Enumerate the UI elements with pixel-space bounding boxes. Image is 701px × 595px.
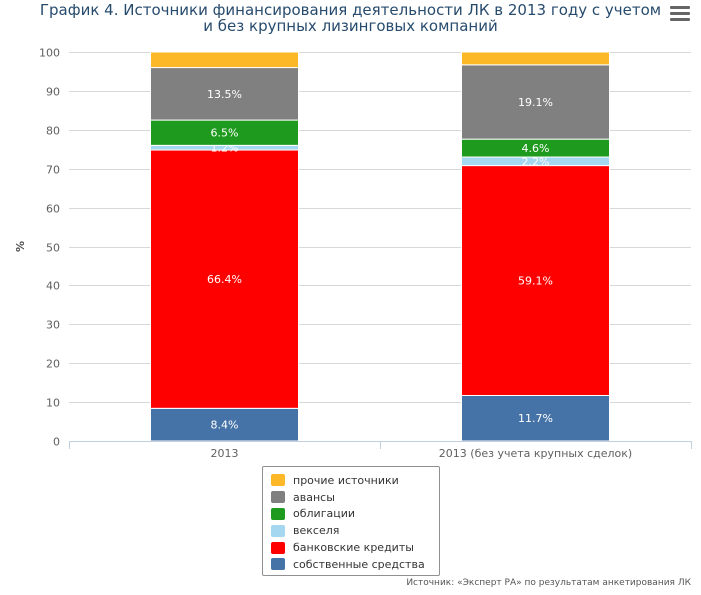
bars: 8.4%66.4%1.2%6.5%13.5%11.7%59.1%2.2%4.6%… <box>150 51 610 442</box>
legend-item[interactable]: банковские кредиты <box>271 539 431 556</box>
bar-segment[interactable] <box>150 51 299 69</box>
legend-item[interactable]: векселя <box>271 522 431 539</box>
legend-label: облигации <box>293 507 355 521</box>
source-note: Источник: «Эксперт РА» по результатам ан… <box>406 578 691 588</box>
x-tick-label: 2013 <box>211 447 239 460</box>
legend-item[interactable]: авансы <box>271 489 431 506</box>
legend-swatch <box>271 491 285 504</box>
legend: прочие источники авансы облигации векселя ба… <box>262 466 440 576</box>
legend-item[interactable]: собственные средства <box>271 556 431 573</box>
y-tick-label: 50 <box>46 242 60 255</box>
y-tick-label: 100 <box>39 47 60 60</box>
data-label: 13.5% <box>207 88 242 101</box>
legend-swatch <box>271 507 285 520</box>
legend-label: векселя <box>293 524 340 538</box>
hamburger-menu-icon[interactable] <box>670 6 690 22</box>
data-label: 4.6% <box>522 142 550 155</box>
data-label: 11.7% <box>518 412 553 425</box>
data-label: 19.1% <box>518 96 553 109</box>
data-label: 66.4% <box>207 273 242 286</box>
y-axis: 0 10 20 30 40 50 60 70 80 90 100 <box>39 47 60 449</box>
y-tick-label: 40 <box>46 280 60 293</box>
legend-label: авансы <box>293 490 335 504</box>
y-tick-label: 80 <box>46 125 60 138</box>
bar-segment[interactable] <box>150 119 299 146</box>
legend-label: банковские кредиты <box>293 541 414 555</box>
y-tick-label: 20 <box>46 358 60 371</box>
chart-title-line-1: График 4. Источники финансирования деяте… <box>39 1 662 19</box>
y-tick-label: 90 <box>46 86 60 99</box>
legend-swatch <box>271 558 285 571</box>
bar-segment[interactable] <box>461 165 610 396</box>
legend-swatch <box>271 474 285 487</box>
data-label: 6.5% <box>211 127 239 140</box>
legend-swatch <box>271 541 285 554</box>
x-axis: 2013 2013 (без учета крупных сделок) <box>69 441 692 460</box>
bar-segment[interactable] <box>150 67 299 121</box>
chart-title-line-2: и без крупных лизинговых компаний <box>203 17 498 35</box>
chart-title: График 4. Источники финансирования деяте… <box>0 2 701 34</box>
bar-segment[interactable] <box>461 394 610 442</box>
y-tick-label: 60 <box>46 203 60 216</box>
y-tick-label: 0 <box>53 436 60 449</box>
data-label: 59.1% <box>518 275 553 288</box>
y-tick-label: 70 <box>46 164 60 177</box>
legend-item[interactable]: прочие источники <box>271 472 431 489</box>
legend-swatch <box>271 524 285 537</box>
legend-label: прочие источники <box>293 473 399 487</box>
x-tick-label: 2013 (без учета крупных сделок) <box>439 447 632 460</box>
y-tick-label: 30 <box>46 319 60 332</box>
data-label: 8.4% <box>211 419 239 432</box>
data-label: 2.2% <box>522 155 550 168</box>
y-tick-label: 10 <box>46 397 60 410</box>
bar-segment[interactable] <box>461 64 610 140</box>
bar-segment[interactable] <box>150 149 299 409</box>
legend-label: собственные средства <box>293 557 425 571</box>
y-axis-label: % <box>14 241 27 252</box>
legend-item[interactable]: облигации <box>271 506 431 523</box>
bar-segment[interactable] <box>461 51 610 66</box>
